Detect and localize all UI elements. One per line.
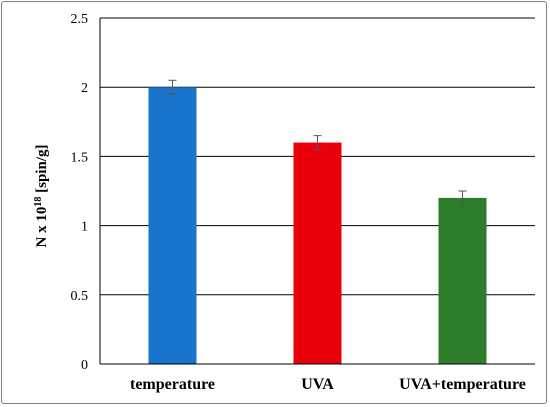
y-tick-label: 0.5 — [71, 289, 89, 304]
x-category-label: temperature — [130, 376, 215, 393]
bar-uva — [293, 142, 342, 364]
bar-uva-temperature — [438, 197, 487, 364]
y-axis-title-prefix: N x 10 — [34, 207, 50, 248]
y-tick-labels: 0 0.5 1 1.5 2 2.5 — [71, 12, 89, 373]
x-category-label: UVA+temperature — [399, 376, 526, 393]
bar-temperature — [148, 87, 197, 364]
y-axis-title-superscript: 18 — [33, 197, 44, 207]
y-axis-title-suffix: [spin/g] — [34, 145, 50, 197]
x-category-labels: temperature UVA UVA+temperature — [130, 376, 526, 393]
y-tick-label: 1 — [81, 220, 88, 235]
axes — [99, 18, 535, 365]
y-tick-label: 2 — [81, 81, 88, 96]
x-category-label: UVA — [301, 376, 334, 393]
y-tick-label: 2.5 — [71, 12, 89, 27]
bars — [148, 87, 487, 364]
y-tick-label: 0 — [81, 358, 88, 373]
error-bars — [168, 79, 467, 206]
y-tick-label: 1.5 — [71, 150, 89, 165]
y-axis-title: N x 1018 [spin/g] — [33, 145, 51, 248]
